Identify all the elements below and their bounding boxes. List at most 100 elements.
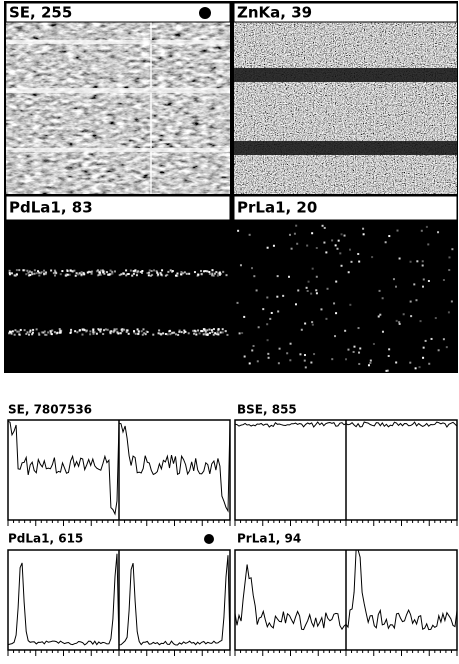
pixel (206, 270, 209, 273)
pixel (126, 329, 129, 332)
map-label: PrLa1, 20 (237, 199, 317, 217)
pixel (335, 280, 338, 283)
pixel (125, 269, 128, 272)
pixel (74, 330, 77, 333)
pixel (255, 289, 258, 292)
pixel (92, 330, 95, 333)
pixel (9, 330, 12, 333)
pdla1-map (6, 221, 230, 372)
pixel (325, 317, 328, 320)
pixel (98, 328, 101, 331)
pixel (114, 329, 117, 332)
pixel (40, 331, 43, 334)
pixel (92, 328, 95, 331)
pixel (345, 358, 348, 361)
pixel (11, 330, 14, 333)
pixel (28, 270, 31, 273)
pixel (139, 270, 142, 273)
pixel (203, 328, 206, 331)
pixel (136, 328, 139, 331)
pixel (136, 271, 139, 274)
pixel (166, 333, 169, 336)
pixel (362, 227, 365, 230)
pixel (199, 269, 202, 272)
pixel (278, 347, 281, 350)
pixel (158, 329, 161, 332)
pixel (325, 251, 328, 254)
pixel (141, 270, 144, 273)
pixel (18, 333, 21, 336)
pixel (187, 332, 190, 335)
pixel (109, 330, 112, 333)
pixel (64, 274, 67, 277)
pixel (53, 269, 56, 272)
pixel (208, 332, 211, 335)
pixel (297, 289, 300, 292)
pixel (300, 328, 303, 331)
pixel (248, 233, 251, 236)
pixel (180, 273, 183, 276)
pixel (177, 333, 180, 336)
pixel (140, 330, 143, 333)
pixel (54, 270, 57, 273)
pixel (148, 271, 151, 274)
pixel (339, 252, 342, 255)
pixel (387, 355, 390, 358)
pixel (115, 328, 118, 331)
pixel (18, 269, 21, 272)
pixel (326, 287, 329, 290)
pixel (45, 333, 48, 336)
pixel (306, 244, 309, 247)
profile-line (234, 549, 458, 631)
pixel (83, 273, 86, 276)
pixel (18, 330, 21, 333)
pixel (369, 359, 372, 362)
pixel (150, 269, 153, 272)
pixel (127, 332, 130, 335)
pixel (89, 270, 92, 273)
pixel (183, 332, 186, 335)
pixel (60, 329, 63, 332)
profile-line (234, 421, 458, 428)
pixel (200, 329, 203, 332)
se-map (6, 22, 230, 194)
pixel (121, 330, 124, 333)
pixel (215, 271, 218, 274)
pixel (49, 329, 52, 332)
pixel (422, 278, 425, 281)
pixel (395, 319, 398, 322)
pixel (54, 274, 57, 277)
pixel (33, 269, 36, 272)
pixel (377, 315, 380, 318)
pixel (414, 367, 417, 370)
pixel (134, 269, 137, 272)
pixel (282, 294, 285, 297)
pixel (212, 333, 215, 336)
pixel (167, 270, 170, 273)
pixel (30, 271, 33, 274)
pixel (153, 269, 156, 272)
pixel (89, 330, 92, 333)
pixel (217, 333, 220, 336)
pixel (289, 342, 292, 345)
pixel (289, 359, 292, 362)
pixel (430, 337, 433, 340)
pixel (70, 328, 73, 331)
pixel (450, 300, 453, 303)
pixel (74, 274, 77, 277)
pixel (65, 273, 68, 276)
pixel (38, 271, 41, 274)
pixel (111, 272, 114, 275)
pixel (73, 269, 76, 272)
pixel (176, 274, 179, 277)
pixel (58, 331, 61, 334)
pixel (83, 329, 86, 332)
pixel (197, 273, 200, 276)
pixel (226, 333, 229, 336)
pixel (185, 272, 188, 275)
pixel (336, 247, 339, 250)
pixel (447, 311, 450, 314)
pixel (296, 242, 299, 245)
pixel (96, 274, 99, 277)
pixel (89, 333, 92, 336)
